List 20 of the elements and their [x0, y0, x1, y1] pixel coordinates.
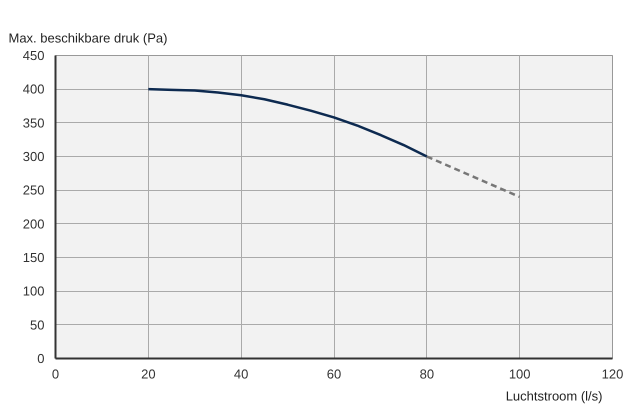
x-tick-label: 20 [141, 366, 156, 382]
x-tick-label: 100 [508, 366, 531, 382]
y-tick-label: 300 [22, 149, 45, 164]
y-tick-label: 0 [37, 351, 45, 366]
y-tick-label: 100 [22, 284, 45, 299]
y-tick-label: 150 [22, 250, 45, 265]
x-tick-label: 40 [234, 366, 248, 382]
line-series [147, 88, 428, 158]
y-tick-label: 50 [30, 317, 45, 332]
x-tick-label: 120 [602, 366, 624, 382]
x-tick-label: 0 [52, 366, 60, 382]
x-tick-label: 60 [326, 366, 342, 382]
y-tick-label: 450 [22, 48, 45, 63]
y-tick-label: 250 [22, 182, 45, 198]
y-axis-title: Max. beschikbare druk (Pa) [8, 30, 168, 46]
x-tick-label: 80 [420, 366, 434, 382]
y-tick-label: 400 [22, 82, 45, 97]
x-axis-title: Luchtstroom (l/s) [506, 388, 603, 404]
y-tick-label: 350 [22, 115, 45, 130]
y-tick-label: 200 [22, 216, 45, 232]
